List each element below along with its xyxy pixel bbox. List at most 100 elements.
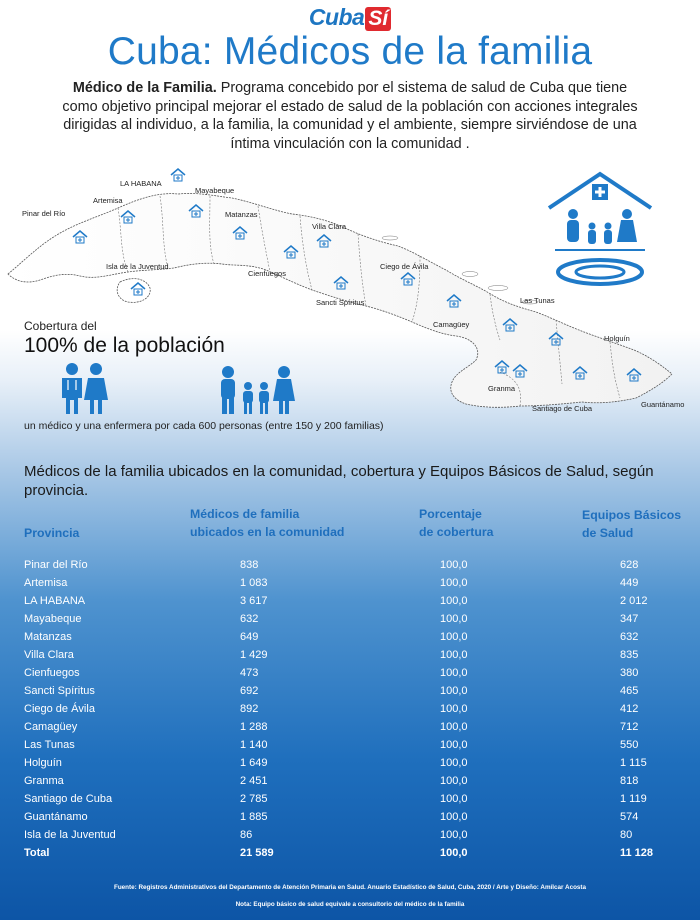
clinic-pin-icon	[188, 204, 204, 218]
cell-provincia: Pinar del Río	[24, 559, 88, 571]
cell-cobertura: 100,0	[440, 595, 468, 607]
cell-equipos: 574	[620, 811, 639, 823]
cell-equipos: 80	[620, 829, 633, 841]
clinic-pin-icon	[72, 230, 88, 244]
cell-equipos: 632	[620, 631, 639, 643]
clinic-pin-icon	[572, 366, 588, 380]
clinic-pin-icon	[626, 368, 642, 382]
cell-medicos: 21 589	[240, 847, 274, 859]
table-row: Holguín 1 649 100,0 1 115	[24, 755, 684, 773]
map-label-camaguey: Camagüey	[433, 320, 470, 329]
clinic-pin-icon	[120, 210, 136, 224]
cell-equipos: 818	[620, 775, 639, 787]
cell-provincia: Camagüey	[24, 721, 78, 733]
cell-cobertura: 100,0	[440, 577, 468, 589]
cell-medicos: 3 617	[240, 595, 268, 607]
clinic-pin-icon	[446, 294, 462, 308]
logo-text: Cuba	[308, 4, 365, 30]
intro-paragraph: Médico de la Familia. Programa concebido…	[60, 79, 640, 153]
cell-cobertura: 100,0	[440, 793, 468, 805]
cell-cobertura: 100,0	[440, 667, 468, 679]
cell-medicos: 649	[240, 631, 259, 643]
table-row: Las Tunas 1 140 100,0 550	[24, 737, 684, 755]
brand-logo: Cuba Sí	[0, 4, 700, 31]
map-label-artemisa: Artemisa	[93, 196, 123, 205]
cell-medicos: 1 083	[240, 577, 268, 589]
intro-bold: Médico de la Familia.	[72, 80, 217, 96]
cell-medicos: 2 785	[240, 793, 268, 805]
table-row: Mayabeque 632 100,0 347	[24, 611, 684, 629]
clinic-pin-icon	[130, 282, 146, 296]
family-icon	[221, 366, 295, 414]
cell-cobertura: 100,0	[440, 649, 468, 661]
clinic-pin-icon	[494, 360, 510, 374]
col-header-medicos-2: ubicados en la comunidad	[190, 525, 345, 539]
cell-equipos: 550	[620, 739, 639, 751]
cell-provincia: Total	[24, 847, 50, 859]
map-label-matanzas: Matanzas	[225, 210, 258, 219]
table-row: Santiago de Cuba 2 785 100,0 1 119	[24, 791, 684, 809]
cell-provincia: Las Tunas	[24, 739, 75, 751]
clinic-pin-icon	[232, 226, 248, 240]
source-note: Fuente: Registros Administrativos del De…	[113, 884, 587, 891]
cell-medicos: 692	[240, 685, 259, 697]
clinic-pin-icon	[400, 272, 416, 286]
cell-cobertura: 100,0	[440, 559, 468, 571]
map-label-ciego-de-avila: Ciego de Ávila	[380, 262, 429, 271]
footnote: Nota: Equipo básico de salud equivale a …	[235, 901, 465, 908]
cell-cobertura: 100,0	[440, 721, 468, 733]
cell-provincia: Ciego de Ávila	[24, 703, 95, 715]
cell-provincia: Sancti Spíritus	[24, 685, 95, 697]
cuba-map: LA HABANA Mayabeque Pinar del Río Artemi…	[0, 168, 700, 432]
table-row: Isla de la Juventud 86 100,0 80	[24, 827, 684, 845]
map-label-las-tunas: Las Tunas	[520, 296, 555, 305]
map-label-mayabeque: Mayabeque	[195, 186, 235, 195]
cell-equipos: 1 115	[620, 757, 647, 769]
coverage-value: 100% de la población	[24, 334, 225, 357]
cell-equipos: 1 119	[620, 793, 647, 805]
cell-medicos: 1 885	[240, 811, 268, 823]
cell-equipos: 380	[620, 667, 639, 679]
table-title: Médicos de la familia ubicados en la com…	[24, 463, 654, 499]
cell-medicos: 2 451	[240, 775, 268, 787]
map-label-granma: Granma	[488, 384, 516, 393]
table-total-row: Total 21 589 100,0 11 128	[24, 845, 684, 863]
map-label-guantanamo: Guantánamo	[641, 400, 685, 409]
map-label-holguin: Holguín	[604, 334, 630, 343]
clinic-pin-icon	[512, 364, 528, 378]
cell-cobertura: 100,0	[440, 685, 468, 697]
cell-equipos: 2 012	[620, 595, 648, 607]
col-header-provincia: Provincia	[24, 526, 80, 540]
map-label-isla-juventud: Isla de la Juventud	[106, 262, 169, 271]
cell-medicos: 86	[240, 829, 253, 841]
table-row: Cienfuegos 473 100,0 380	[24, 665, 684, 683]
cell-cobertura: 100,0	[440, 829, 468, 841]
clinic-pin-icon	[548, 332, 564, 346]
coverage-label: Cobertura del	[24, 319, 97, 333]
table-row: Pinar del Río 838 100,0 628	[24, 557, 684, 575]
cell-medicos: 1 429	[240, 649, 268, 661]
cell-medicos: 632	[240, 613, 259, 625]
col-header-medicos-1: Médicos de familia	[190, 507, 300, 521]
cell-medicos: 838	[240, 559, 259, 571]
cell-provincia: Cienfuegos	[24, 667, 80, 679]
cell-medicos: 473	[240, 667, 259, 679]
cell-cobertura: 100,0	[440, 703, 468, 715]
cell-cobertura: 100,0	[440, 775, 468, 787]
cell-cobertura: 100,0	[440, 613, 468, 625]
cell-provincia: Matanzas	[24, 631, 72, 643]
cell-provincia: Villa Clara	[24, 649, 74, 661]
cell-equipos: 628	[620, 559, 639, 571]
cell-medicos: 1 288	[240, 721, 268, 733]
cell-cobertura: 100,0	[440, 631, 468, 643]
cell-cobertura: 100,0	[440, 847, 468, 859]
cell-provincia: Holguín	[24, 757, 62, 769]
cell-medicos: 1 140	[240, 739, 268, 751]
house-cross-icon	[547, 171, 653, 286]
table-row: Villa Clara 1 429 100,0 835	[24, 647, 684, 665]
map-label-sancti-spiritus: Sancti Spíritus	[316, 298, 365, 307]
map-label-cienfuegos: Cienfuegos	[248, 269, 286, 278]
cell-provincia: LA HABANA	[24, 595, 86, 607]
intro-text: Programa concebido por el sistema de sal…	[62, 80, 638, 152]
table-row: Guantánamo 1 885 100,0 574	[24, 809, 684, 827]
